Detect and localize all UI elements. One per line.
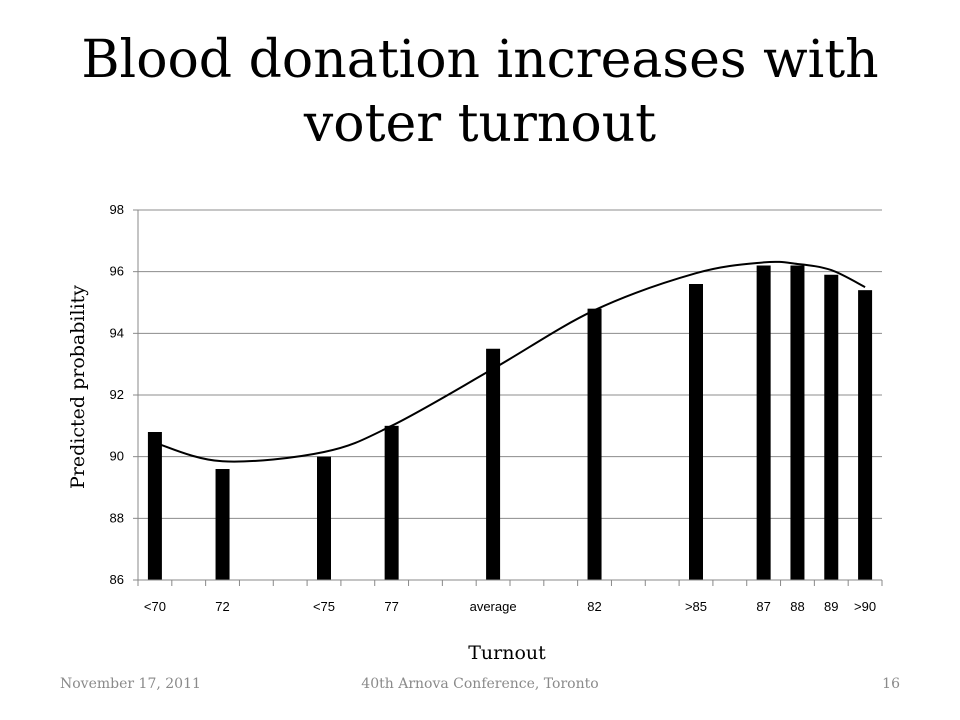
y-tick-label: 90 bbox=[110, 449, 124, 464]
bar bbox=[824, 274, 839, 580]
x-category-label: <75 bbox=[313, 599, 335, 614]
x-axis-ticks bbox=[137, 580, 883, 586]
bar bbox=[689, 284, 703, 580]
page-number: 16 bbox=[882, 676, 900, 692]
x-category-label: average bbox=[470, 599, 517, 614]
y-tick-label: 88 bbox=[110, 510, 124, 525]
x-category-label: 89 bbox=[824, 599, 838, 614]
bar bbox=[147, 432, 162, 580]
x-category-label: 82 bbox=[587, 599, 601, 614]
y-tick-label: 98 bbox=[110, 202, 124, 217]
bar bbox=[587, 308, 602, 580]
slide-title: Blood donation increases with voter turn… bbox=[81, 30, 879, 154]
bar bbox=[486, 348, 501, 580]
x-category-label: >85 bbox=[685, 599, 707, 614]
bar bbox=[215, 469, 230, 580]
bar bbox=[384, 425, 399, 580]
x-category-label: 88 bbox=[790, 599, 804, 614]
x-axis-labels: <70 72 <75 77 average 82 >85 87 88 89 >90 bbox=[144, 599, 876, 614]
bar bbox=[756, 265, 771, 580]
y-tick-label: 86 bbox=[110, 572, 124, 587]
bar bbox=[858, 290, 873, 580]
y-tick-label: 94 bbox=[110, 325, 124, 340]
x-category-label: 87 bbox=[756, 599, 770, 614]
y-tick-label: 92 bbox=[110, 387, 124, 402]
y-axis-ticks: 86 88 90 92 94 96 98 bbox=[110, 202, 138, 587]
x-category-label: 77 bbox=[384, 599, 398, 614]
footer-date: November 17, 2011 bbox=[60, 676, 201, 692]
x-category-label: >90 bbox=[854, 599, 876, 614]
x-axis-title: Turnout bbox=[468, 642, 546, 664]
bar bbox=[790, 265, 805, 580]
y-tick-label: 96 bbox=[110, 264, 124, 279]
y-axis-title: Predicted probability bbox=[67, 285, 89, 489]
bars bbox=[147, 265, 873, 580]
trendline bbox=[154, 260, 866, 463]
footer-conference: 40th Arnova Conference, Toronto bbox=[361, 676, 599, 692]
x-category-label: 72 bbox=[215, 599, 229, 614]
x-category-label: <70 bbox=[144, 599, 166, 614]
bar bbox=[317, 456, 331, 580]
